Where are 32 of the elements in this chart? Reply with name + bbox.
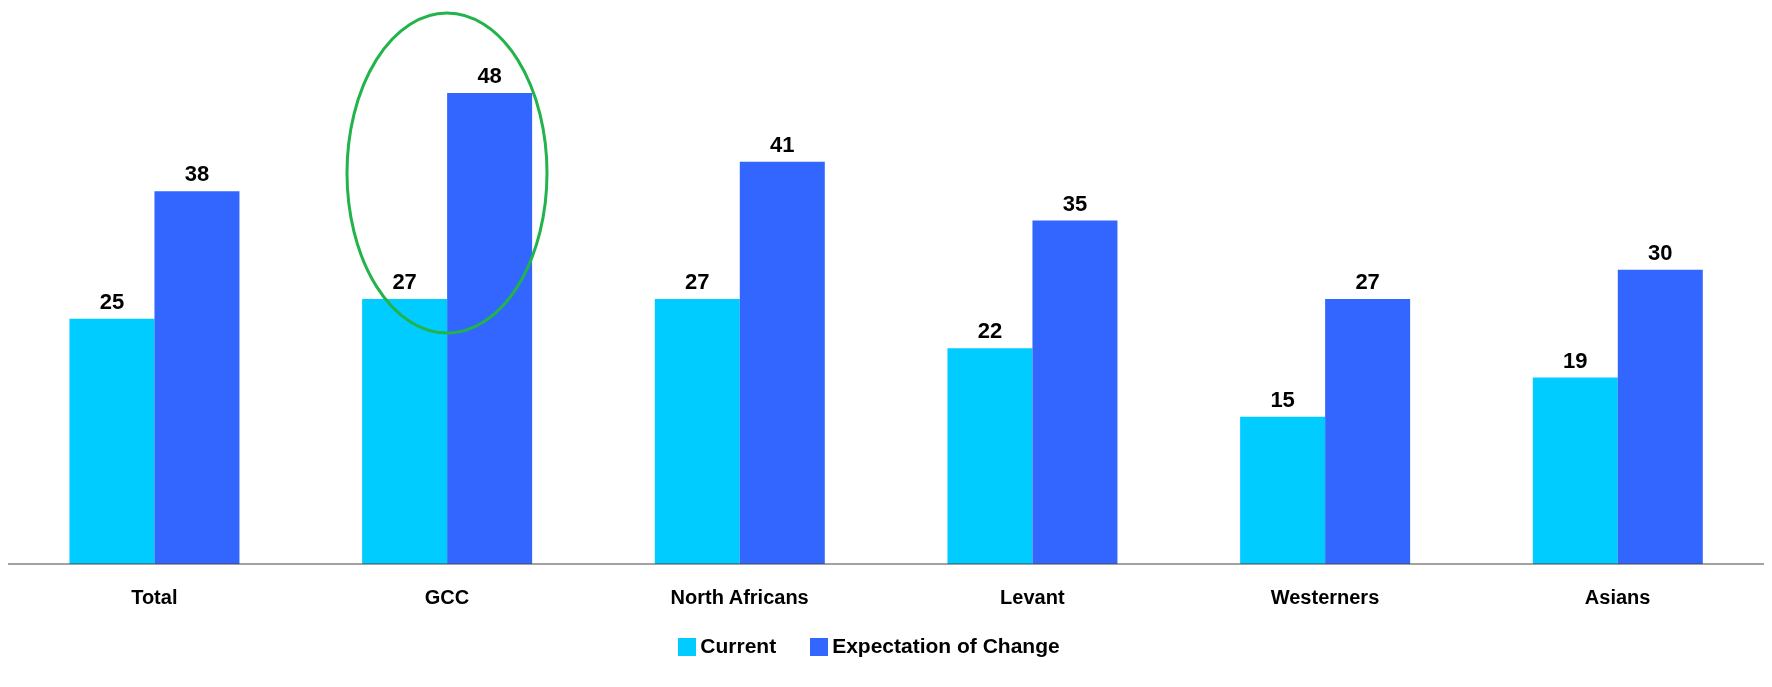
bar (654, 299, 740, 564)
x-tick-label: Levant (1000, 586, 1065, 609)
bar (1617, 269, 1703, 564)
bar (447, 93, 533, 564)
data-label: 22 (977, 318, 1003, 344)
data-label: 30 (1648, 239, 1673, 265)
bar (362, 299, 448, 564)
x-tick-label: North Africans (670, 586, 809, 609)
x-tick-label: GCC (424, 586, 470, 609)
legend-label: Current (700, 634, 777, 657)
bar (739, 161, 825, 564)
legend-label: Expectation of Change (832, 634, 1060, 657)
x-tick-label: Total (131, 586, 178, 609)
data-label: 41 (770, 131, 795, 157)
data-label: 19 (1563, 347, 1588, 373)
x-tick-label: Westerners (1270, 586, 1380, 609)
bar (1325, 299, 1411, 564)
bar (1032, 220, 1118, 564)
data-label: 27 (1355, 269, 1380, 295)
bar (947, 348, 1033, 564)
bar (1532, 377, 1618, 564)
bar (1240, 416, 1326, 564)
data-label: 48 (477, 63, 502, 88)
data-label: 27 (685, 269, 710, 295)
x-tick-label: Asians (1584, 586, 1651, 609)
bar (154, 191, 240, 564)
data-label: 35 (1062, 190, 1088, 216)
bar (69, 318, 155, 564)
data-label: 38 (184, 161, 210, 187)
data-label: 27 (392, 269, 417, 295)
data-label: 25 (99, 288, 125, 314)
data-label: 15 (1270, 386, 1295, 412)
